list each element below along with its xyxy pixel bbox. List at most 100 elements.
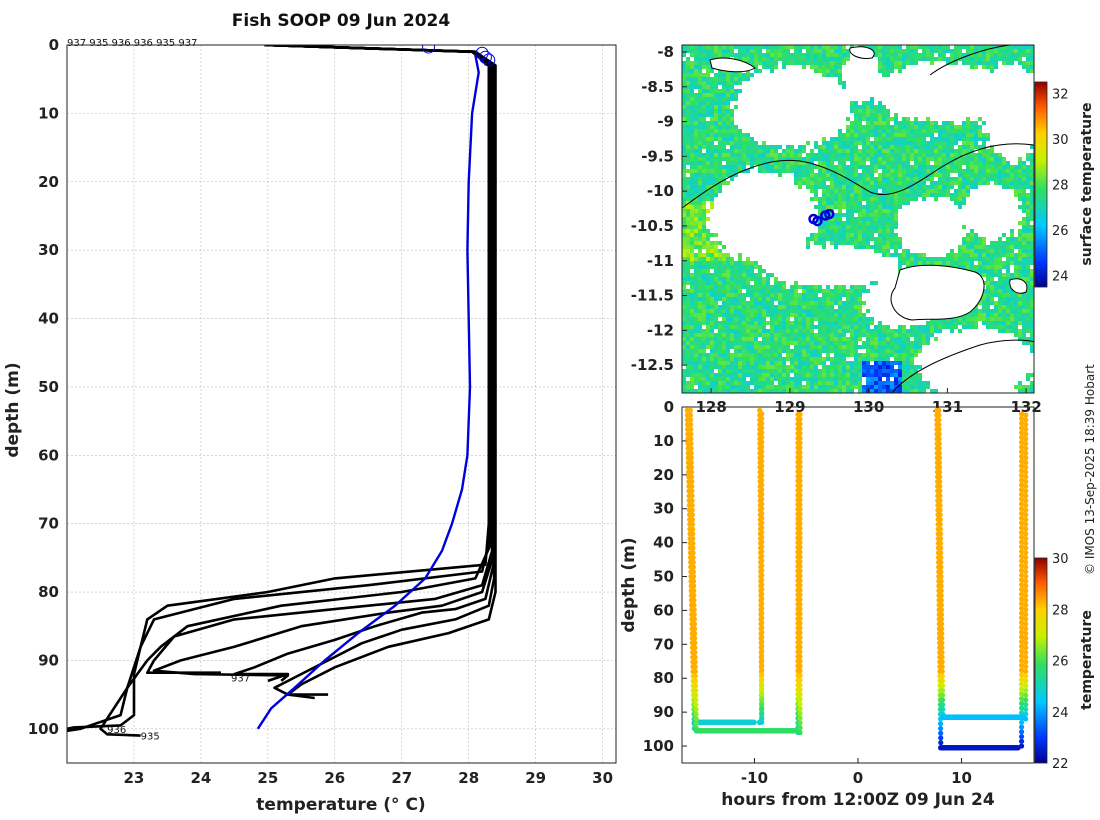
sst-cell [686, 113, 690, 117]
sst-cell [686, 353, 690, 357]
sst-cell [794, 181, 798, 185]
sst-cell [1010, 261, 1014, 265]
sst-cell [962, 173, 966, 177]
sst-cell [826, 345, 830, 349]
sst-cell [734, 297, 738, 301]
sst-cell [990, 301, 994, 305]
sst-cell [690, 345, 694, 349]
sst-cell [802, 157, 806, 161]
sst-cell [818, 341, 822, 345]
sst-cell [870, 165, 874, 169]
sst-cell [762, 357, 766, 361]
sst-cell [858, 201, 862, 205]
sst-cell [986, 281, 990, 285]
sst-cell [698, 53, 702, 57]
sst-cell [790, 301, 794, 305]
sst-cell [874, 49, 878, 53]
sst-cell [1014, 265, 1018, 269]
sst-cell [786, 389, 790, 393]
sst-cell [914, 333, 918, 337]
sst-cell [946, 137, 950, 141]
sst-cell [862, 129, 866, 133]
cast-down-point [689, 507, 695, 513]
sst-cell [970, 177, 974, 181]
sst-cell [782, 365, 786, 369]
sst-cell [1022, 277, 1026, 281]
sst-cell [942, 45, 946, 49]
sst-cell [706, 329, 710, 333]
sst-cell [898, 345, 902, 349]
sst-cell [686, 349, 690, 353]
sst-cell [990, 249, 994, 253]
sst-cell [898, 353, 902, 357]
sst-cell [862, 333, 866, 337]
sst-cell [910, 125, 914, 129]
sst-cell [934, 161, 938, 165]
sst-cell [806, 301, 810, 305]
sst-cell [722, 293, 726, 297]
surface-marker [478, 50, 492, 64]
sst-cell [718, 169, 722, 173]
sst-cell [986, 45, 990, 49]
sst-cell [814, 193, 818, 197]
sst-cell [846, 325, 850, 329]
sst-cell [850, 377, 854, 381]
sst-cell [686, 213, 690, 217]
sst-cell [778, 353, 782, 357]
sst-cell [890, 233, 894, 237]
sst-cell [686, 49, 690, 53]
sst-cell [1014, 241, 1018, 245]
sst-cell [962, 257, 966, 261]
sst-cell [922, 337, 926, 341]
sst-cell [854, 197, 858, 201]
sst-cell [966, 57, 970, 61]
sst-cell [850, 193, 854, 197]
sst-cell [934, 137, 938, 141]
sst-cell [722, 313, 726, 317]
sst-cell [986, 137, 990, 141]
sst-cell [822, 337, 826, 341]
sst-cell [874, 213, 878, 217]
sst-cell [790, 169, 794, 173]
sst-cell [926, 177, 930, 181]
sst-cell [950, 125, 954, 129]
sst-cell [906, 349, 910, 353]
sst-cell [794, 165, 798, 169]
sst-cell [730, 333, 734, 337]
sst-cell [786, 317, 790, 321]
sst-cell [882, 53, 886, 57]
sst-cell [778, 153, 782, 157]
sst-cell [686, 109, 690, 113]
sst-cell [770, 389, 774, 393]
sst-cell [890, 241, 894, 245]
sst-cell [866, 205, 870, 209]
sst-cell [806, 341, 810, 345]
sst-cell [802, 161, 806, 165]
sst-cell [774, 57, 778, 61]
sst-cell [934, 337, 938, 341]
sst-cell [806, 321, 810, 325]
sst-cell [782, 313, 786, 317]
sst-cell [710, 357, 714, 361]
sst-cell [1018, 329, 1022, 333]
sst-cell [694, 217, 698, 221]
sst-cell [946, 149, 950, 153]
sst-cell [830, 241, 834, 245]
sst-cell [946, 189, 950, 193]
sst-cell [730, 53, 734, 57]
sst-cell [682, 237, 686, 241]
sst-cell [694, 125, 698, 129]
sst-cell [718, 269, 722, 273]
sst-cell [798, 157, 802, 161]
sst-cell [714, 45, 718, 49]
sst-cell [1022, 169, 1026, 173]
sst-cell [770, 369, 774, 373]
sst-cell [978, 129, 982, 133]
sst-cell [802, 345, 806, 349]
sst-cell [950, 177, 954, 181]
sst-cell [926, 325, 930, 329]
sst-cell [686, 325, 690, 329]
sst-cell [858, 237, 862, 241]
sst-cell [698, 105, 702, 109]
sst-cell [846, 205, 850, 209]
